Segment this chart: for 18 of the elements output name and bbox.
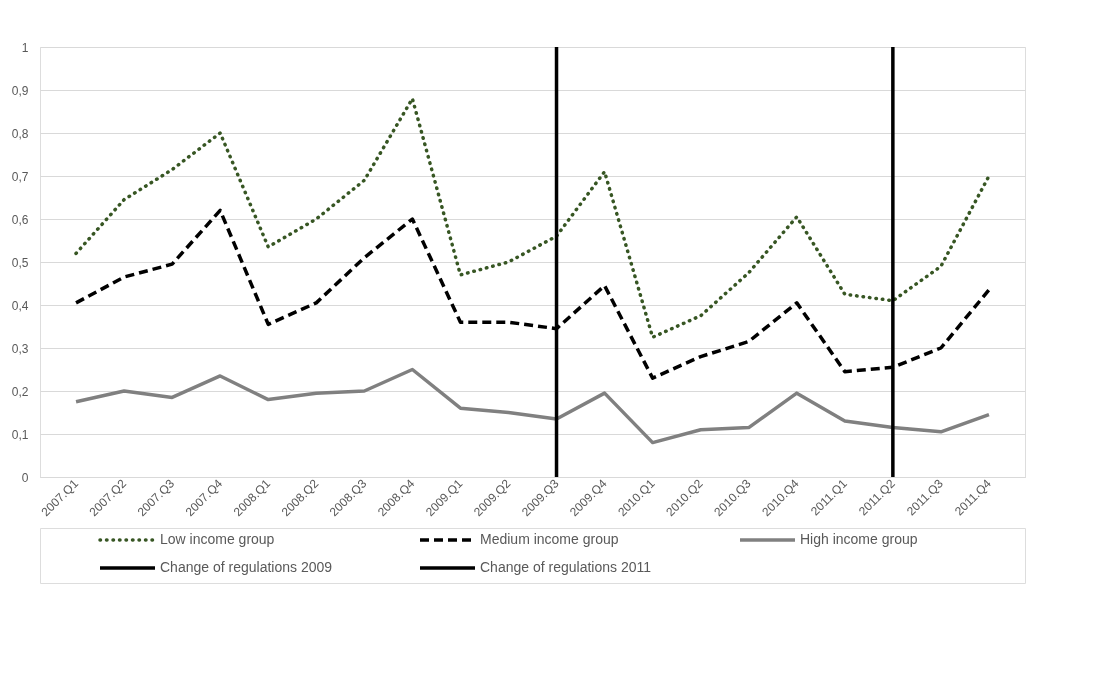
y-tick-label: 0,5 (11, 255, 29, 270)
y-tick-label: 0,2 (11, 384, 29, 399)
legend-label: High income group (800, 531, 918, 547)
legend-label: Change of regulations 2011 (480, 559, 652, 575)
y-tick-label: 0,7 (11, 169, 29, 184)
line-series (74, 367, 991, 445)
y-tick-label: 0,9 (11, 83, 29, 98)
legend-label: Change of regulations 2009 (160, 559, 333, 575)
y-tick-label: 0 (21, 470, 29, 485)
legend-label: Medium income group (480, 531, 619, 547)
line-series (74, 96, 991, 339)
y-tick-label: 0,6 (11, 212, 29, 227)
y-tick-label: 0,8 (11, 126, 29, 141)
y-tick-label: 0,1 (11, 427, 29, 442)
y-tick-label: 0,4 (11, 298, 29, 313)
legend-label: Low income group (160, 531, 275, 547)
y-tick-label: 1 (21, 40, 29, 55)
y-tick-label: 0,3 (11, 341, 29, 356)
